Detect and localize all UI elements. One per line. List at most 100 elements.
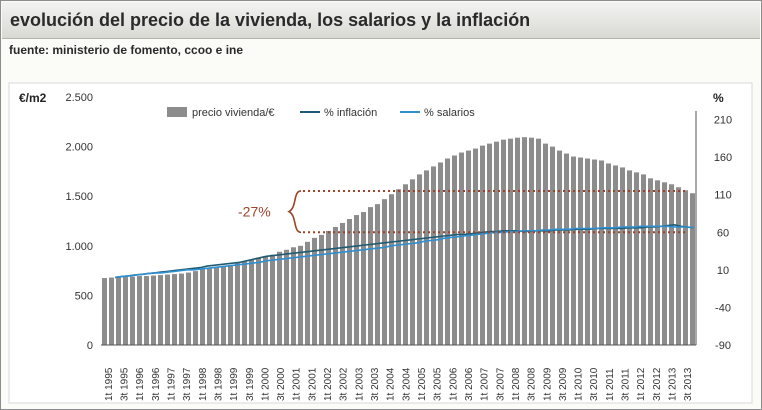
x-tick-label: 1t 1997 [166,367,177,401]
price-bar [220,266,227,345]
x-tick-label: 3t 2009 [558,367,569,401]
price-bar [185,272,192,345]
x-tick-label: 3t 2012 [652,367,663,401]
x-tick-label: 1t 1995 [104,367,115,401]
y-left-axis-title: €/m2 [19,91,47,105]
price-bar [591,159,598,345]
price-bar [661,182,668,345]
y-right-axis-title: % [713,91,724,105]
x-tick-label: 1t 1996 [135,367,146,401]
price-bar [444,158,451,345]
price-bar [227,265,234,345]
source-note: fuente: ministerio de fomento, ccoo e in… [9,43,244,57]
y-right-tick-label: 160 [714,152,732,164]
y-left-tick-label: 2.500 [65,92,93,104]
x-tick-label: 1t 2003 [354,367,365,401]
x-tick-label: 3t 1996 [151,367,162,401]
price-bar [423,170,430,345]
x-tick-label: 1t 2009 [542,367,553,401]
price-bar [493,141,500,345]
price-bar [549,146,556,345]
x-tick-label: 3t 2011 [621,368,632,401]
price-bar [101,278,108,345]
price-bar [192,271,199,345]
decline-label: -27% [238,204,271,220]
price-bar [164,274,171,345]
x-tick-label: 1t 2011 [605,368,616,401]
legend-swatch-price [167,107,187,117]
y-left-tick-label: 1.000 [65,241,93,253]
price-bar [213,267,220,345]
x-tick-label: 3t 1995 [119,367,130,401]
x-tick-label: 1t 2002 [323,367,334,401]
price-bar [689,193,696,345]
legend-label-salaries: % salarios [424,107,475,119]
price-bar [339,222,346,345]
x-tick-label: 3t 1999 [245,367,256,401]
price-bar [346,219,353,345]
price-bar [528,137,535,345]
price-bar [290,247,297,345]
y-right-tick-label: -40 [715,302,731,314]
price-bar [584,158,591,345]
y-right-tick-label: 10 [717,265,729,277]
price-bar [605,163,612,345]
price-bar [535,138,542,345]
x-tick-label: 3t 2005 [433,367,444,401]
price-bar [556,150,563,345]
price-bar [374,204,381,345]
price-bar [115,277,122,345]
x-tick-label: 1t 2007 [480,367,491,401]
price-bar [143,276,150,345]
price-bar [500,139,507,345]
price-bar [612,165,619,345]
price-bar [129,276,136,345]
y-left-tick-label: 0 [87,340,93,352]
price-bar [304,241,311,345]
salaries-line [114,225,695,279]
price-bar [276,251,283,345]
price-bar [122,277,129,345]
price-bar [395,189,402,345]
price-bar [668,184,675,345]
price-bar [199,269,206,345]
x-tick-label: 3t 2003 [370,367,381,401]
price-bar [430,166,437,345]
x-tick-label: 3t 1997 [182,367,193,401]
price-bar [640,174,647,345]
price-bar [626,170,633,345]
price-bar [178,273,185,345]
y-right-tick-label: -90 [715,340,731,352]
price-bar [311,237,318,345]
chart-title: evolución del precio de la vivienda, los… [10,10,531,30]
price-bar [521,137,528,345]
price-bar [465,150,472,345]
price-bar [577,157,584,345]
price-bar [451,155,458,345]
x-tick-label: 1t 2010 [574,367,585,401]
price-bar [136,276,143,345]
price-bar [507,138,514,345]
y-left-tick-label: 1.500 [65,191,93,203]
price-bar [318,234,325,345]
x-tick-label: 1t 2006 [448,367,459,401]
y-right-tick-label: 110 [714,190,732,202]
legend-label-inflation: % inflación [324,107,377,119]
x-tick-label: 3t 2008 [527,367,538,401]
price-bar [472,148,479,345]
x-tick-label: 1t 2008 [511,367,522,401]
x-tick-label: 3t 2002 [339,367,350,401]
price-bar [381,199,388,345]
decline-brace [287,190,302,234]
x-tick-label: 1t 1998 [198,367,209,401]
price-bar [206,268,213,345]
price-bar [479,145,486,345]
price-bar [360,212,367,345]
title-bar: evolución del precio de la vivienda, los… [2,2,760,39]
price-bar [619,167,626,345]
price-bar [514,137,521,345]
x-tick-label: 3t 1998 [213,367,224,401]
x-tick-label: 1t 2013 [668,367,679,401]
